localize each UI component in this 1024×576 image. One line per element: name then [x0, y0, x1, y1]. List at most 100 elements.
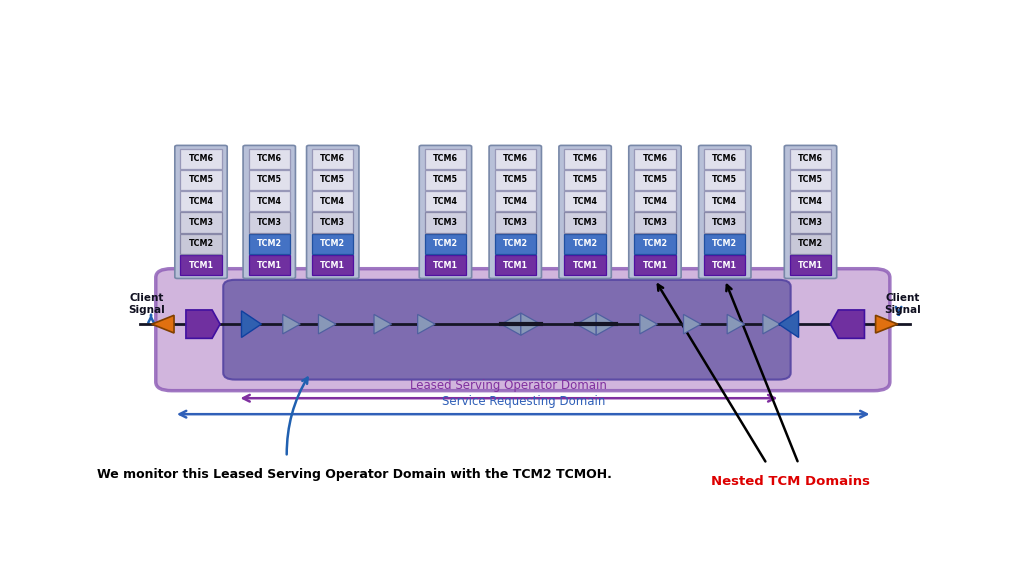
Text: TCM5: TCM5: [321, 176, 345, 184]
Text: TCM2: TCM2: [188, 240, 214, 248]
Text: TCM4: TCM4: [321, 197, 345, 206]
Text: TCM6: TCM6: [433, 154, 458, 163]
Polygon shape: [778, 311, 799, 338]
FancyBboxPatch shape: [419, 145, 472, 278]
FancyBboxPatch shape: [790, 213, 831, 233]
Polygon shape: [830, 310, 864, 338]
FancyBboxPatch shape: [495, 255, 536, 275]
FancyBboxPatch shape: [705, 191, 745, 211]
Text: TCM2: TCM2: [572, 240, 598, 248]
FancyBboxPatch shape: [564, 234, 606, 254]
Text: TCM3: TCM3: [257, 218, 282, 227]
Polygon shape: [596, 313, 616, 335]
FancyBboxPatch shape: [564, 191, 606, 211]
Polygon shape: [152, 315, 174, 333]
Text: TCM4: TCM4: [257, 197, 282, 206]
Text: TCM1: TCM1: [188, 261, 214, 270]
Text: Client
Signal: Client Signal: [129, 293, 166, 316]
FancyBboxPatch shape: [312, 170, 353, 190]
Text: TCM2: TCM2: [503, 240, 527, 248]
Text: TCM5: TCM5: [713, 176, 737, 184]
Text: Client
Signal: Client Signal: [884, 293, 921, 316]
FancyBboxPatch shape: [243, 145, 296, 278]
Text: TCM2: TCM2: [713, 240, 737, 248]
FancyBboxPatch shape: [312, 234, 353, 254]
Polygon shape: [418, 314, 435, 334]
Text: TCM3: TCM3: [713, 218, 737, 227]
Text: TCM4: TCM4: [798, 197, 823, 206]
Text: TCM6: TCM6: [642, 154, 668, 163]
FancyBboxPatch shape: [312, 255, 353, 275]
Text: We monitor this Leased Serving Operator Domain with the TCM2 TCMOH.: We monitor this Leased Serving Operator …: [96, 468, 611, 482]
Polygon shape: [318, 314, 336, 334]
FancyBboxPatch shape: [790, 170, 831, 190]
FancyBboxPatch shape: [156, 269, 890, 391]
Text: TCM3: TCM3: [188, 218, 214, 227]
Text: TCM6: TCM6: [257, 154, 282, 163]
FancyBboxPatch shape: [249, 213, 290, 233]
FancyBboxPatch shape: [495, 191, 536, 211]
FancyBboxPatch shape: [249, 255, 290, 275]
FancyBboxPatch shape: [306, 145, 359, 278]
FancyBboxPatch shape: [629, 145, 681, 278]
FancyBboxPatch shape: [425, 255, 466, 275]
FancyBboxPatch shape: [249, 191, 290, 211]
Text: TCM5: TCM5: [257, 176, 282, 184]
FancyBboxPatch shape: [495, 149, 536, 169]
FancyBboxPatch shape: [180, 213, 221, 233]
Text: TCM3: TCM3: [503, 218, 527, 227]
FancyBboxPatch shape: [559, 145, 611, 278]
Text: TCM4: TCM4: [188, 197, 214, 206]
FancyBboxPatch shape: [180, 170, 221, 190]
FancyBboxPatch shape: [495, 213, 536, 233]
FancyBboxPatch shape: [312, 149, 353, 169]
Text: TCM5: TCM5: [188, 176, 214, 184]
Text: TCM6: TCM6: [798, 154, 823, 163]
FancyBboxPatch shape: [425, 191, 466, 211]
Text: TCM3: TCM3: [798, 218, 823, 227]
FancyBboxPatch shape: [564, 213, 606, 233]
FancyBboxPatch shape: [223, 280, 791, 380]
Text: TCM2: TCM2: [642, 240, 668, 248]
Text: Service Requesting Domain: Service Requesting Domain: [441, 395, 605, 408]
FancyBboxPatch shape: [784, 145, 837, 278]
Text: TCM1: TCM1: [257, 261, 282, 270]
Polygon shape: [640, 314, 657, 334]
Text: TCM2: TCM2: [433, 240, 458, 248]
FancyBboxPatch shape: [425, 213, 466, 233]
FancyBboxPatch shape: [790, 149, 831, 169]
Polygon shape: [186, 310, 220, 338]
Text: TCM4: TCM4: [433, 197, 458, 206]
FancyBboxPatch shape: [180, 255, 221, 275]
Text: TCM6: TCM6: [188, 154, 214, 163]
Text: TCM2: TCM2: [798, 240, 823, 248]
FancyBboxPatch shape: [425, 234, 466, 254]
Text: TCM1: TCM1: [642, 261, 668, 270]
Polygon shape: [501, 313, 521, 335]
Polygon shape: [763, 314, 780, 334]
FancyBboxPatch shape: [564, 255, 606, 275]
FancyBboxPatch shape: [705, 213, 745, 233]
Text: TCM6: TCM6: [503, 154, 527, 163]
Text: TCM6: TCM6: [713, 154, 737, 163]
FancyBboxPatch shape: [705, 255, 745, 275]
Polygon shape: [876, 315, 898, 333]
Text: TCM1: TCM1: [713, 261, 737, 270]
FancyBboxPatch shape: [634, 149, 676, 169]
Text: TCM3: TCM3: [642, 218, 668, 227]
FancyBboxPatch shape: [634, 213, 676, 233]
FancyBboxPatch shape: [634, 234, 676, 254]
Text: Nested TCM Domains: Nested TCM Domains: [711, 475, 870, 488]
Text: TCM1: TCM1: [321, 261, 345, 270]
FancyBboxPatch shape: [249, 170, 290, 190]
FancyBboxPatch shape: [705, 149, 745, 169]
Polygon shape: [242, 311, 261, 338]
FancyBboxPatch shape: [705, 170, 745, 190]
Text: TCM4: TCM4: [713, 197, 737, 206]
FancyBboxPatch shape: [180, 149, 221, 169]
FancyBboxPatch shape: [698, 145, 751, 278]
FancyBboxPatch shape: [564, 149, 606, 169]
FancyBboxPatch shape: [790, 234, 831, 254]
FancyBboxPatch shape: [489, 145, 542, 278]
FancyBboxPatch shape: [175, 145, 227, 278]
